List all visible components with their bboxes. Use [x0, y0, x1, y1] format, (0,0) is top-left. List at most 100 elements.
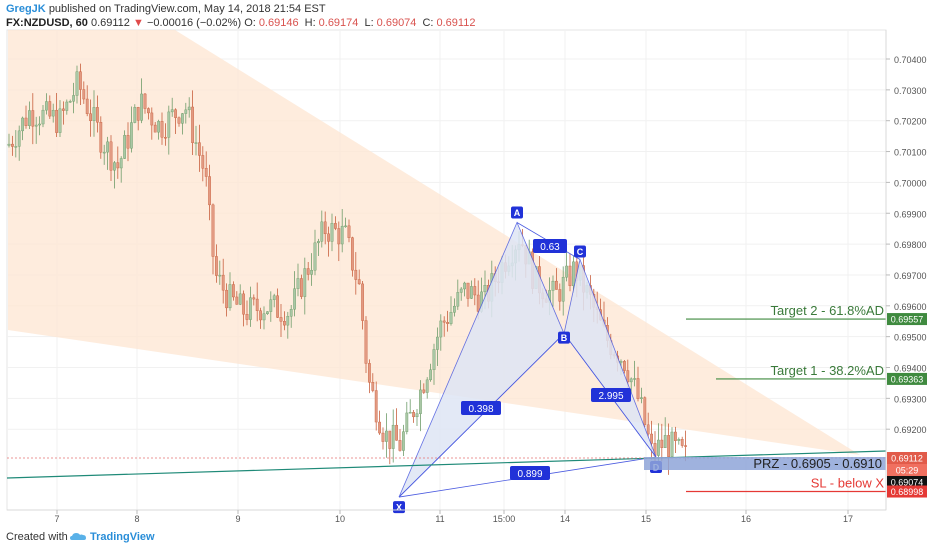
candle-body [561, 276, 565, 302]
candle-body [221, 274, 225, 291]
candle-body [459, 288, 463, 293]
candle-body [619, 361, 623, 363]
time-axis[interactable]: 7 8 9 10 11 15:00 14 15 16 17 [54, 510, 853, 524]
candle-body [126, 135, 130, 149]
point-label-x: X [396, 503, 402, 513]
close-value: 0.69112 [436, 17, 476, 29]
time-tick-label: 11 [435, 514, 444, 524]
created-with-text: Created with [6, 531, 68, 543]
candle-body [371, 382, 375, 391]
countdown-tag-box [887, 464, 927, 476]
ratio-label-box [510, 466, 550, 480]
symbol-label: FX:NZDUSD, 60 [6, 17, 88, 29]
candle-body [106, 141, 110, 153]
candle-body [629, 378, 633, 383]
author-name[interactable]: GregJK [6, 3, 46, 15]
candle-body [174, 109, 177, 118]
candle-body [303, 268, 307, 297]
time-tick-label: 10 [335, 514, 345, 524]
candle-body [48, 101, 52, 117]
support-trend-line [6, 450, 887, 479]
price-axis[interactable]: 0.70400 0.70300 0.70200 0.70100 0.70000 0.699… [886, 55, 927, 435]
candle-body [269, 299, 273, 312]
price-tick-label: 0.70400 [894, 55, 927, 65]
candle-body [408, 412, 412, 414]
open-label: O: [244, 17, 256, 29]
candle-body [391, 424, 395, 449]
candle-body [337, 228, 341, 245]
candle-body [565, 265, 569, 278]
candle-body [286, 316, 290, 326]
candle-body [323, 221, 327, 235]
chart-header: GregJK published on TradingView.com, May… [6, 2, 906, 30]
candle-body [680, 439, 684, 446]
time-tick-label: 14 [560, 514, 570, 524]
low-value: 0.69074 [376, 17, 417, 29]
candle-body [558, 289, 562, 302]
candle-body [667, 435, 671, 457]
candle-body [289, 309, 293, 317]
candle-body [89, 113, 93, 122]
candle-body [272, 295, 276, 300]
candle-body [568, 265, 572, 286]
time-tick-label: 16 [741, 514, 751, 524]
candle-body [646, 424, 650, 435]
candle-body [231, 284, 235, 298]
candle-body [51, 109, 55, 117]
candle-body [187, 106, 191, 111]
candle-body [357, 279, 361, 285]
candle-body [436, 336, 439, 350]
price-change: −0.00016 (−0.02%) [146, 17, 242, 29]
countdown-tag: 05:29 [896, 466, 919, 476]
target-1-price-tag: 0.69363 [891, 374, 924, 384]
candle-body [136, 107, 140, 121]
candle-body [150, 112, 154, 126]
candle-body [235, 296, 239, 305]
candle-body [153, 124, 157, 133]
candle-body [31, 110, 35, 127]
price-tick-label: 0.69500 [894, 333, 927, 343]
price-tick-label: 0.69300 [894, 394, 927, 404]
candle-body [374, 390, 378, 423]
candle-body [10, 143, 14, 147]
candle-body [555, 280, 558, 290]
candle-body [626, 370, 630, 383]
tradingview-cloud-icon [70, 533, 86, 540]
target-2-price-tag: 0.69557 [891, 315, 924, 325]
candle-body [456, 292, 460, 307]
point-label-a: A [514, 208, 521, 218]
candle-body [330, 223, 334, 242]
candle-body [266, 311, 269, 315]
candle-body [677, 439, 681, 441]
high-label: H: [304, 17, 316, 29]
candle-body [82, 89, 86, 100]
candle-body [38, 123, 42, 126]
candle-body [116, 162, 120, 169]
candle-body [146, 108, 150, 114]
candle-body [670, 431, 674, 457]
candle-body [650, 433, 654, 444]
candle-body [381, 432, 385, 442]
triangle-fill [8, 30, 860, 455]
candle-body [65, 101, 69, 111]
candle-body [24, 117, 28, 126]
price-tick-label: 0.69800 [894, 240, 927, 250]
levels: Target 2 - 61.8%AD Target 1 - 38.2%AD PRZ … [6, 303, 887, 493]
candle-body [14, 146, 18, 148]
candle-body [201, 155, 205, 169]
tradingview-brand[interactable]: TradingView [90, 531, 155, 543]
candle-body [163, 137, 167, 139]
price-tick-label: 0.70000 [894, 178, 927, 188]
target-1-price-tag-box [887, 372, 927, 385]
candle-body [279, 317, 283, 322]
price-tick-label: 0.69700 [894, 271, 927, 281]
candle-body [218, 274, 222, 277]
candle-body [439, 320, 443, 338]
candle-body [123, 135, 127, 159]
candle-body [347, 225, 351, 238]
ratio-label: 0.398 [468, 404, 493, 415]
candle-body [204, 168, 208, 177]
candle-body [351, 237, 354, 271]
candle-body [412, 412, 415, 418]
